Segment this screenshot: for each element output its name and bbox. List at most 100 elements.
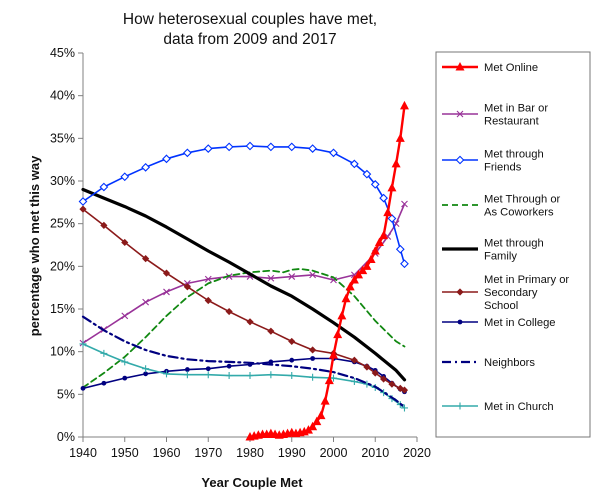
data-point xyxy=(396,384,404,392)
y-tick-label: 30% xyxy=(50,174,75,188)
data-point xyxy=(350,356,358,364)
legend-swatch-marker xyxy=(456,402,464,410)
data-point xyxy=(354,269,364,279)
data-point xyxy=(345,281,355,291)
data-point xyxy=(303,425,313,434)
series-0 xyxy=(245,100,409,441)
data-point xyxy=(362,261,372,270)
y-tick-label: 45% xyxy=(50,46,75,60)
data-point xyxy=(287,142,297,152)
data-point xyxy=(341,293,351,303)
data-point xyxy=(163,370,170,378)
data-point xyxy=(379,193,388,203)
series-3 xyxy=(82,268,406,389)
series-line xyxy=(81,315,406,409)
legend-label: Met in Bar or xyxy=(484,103,548,115)
data-point xyxy=(267,327,275,335)
chart-subtitle: data from 2009 and 2017 xyxy=(163,31,336,48)
data-point xyxy=(308,421,318,431)
data-point xyxy=(268,359,274,365)
data-point xyxy=(379,230,389,240)
data-point xyxy=(363,363,371,371)
data-point xyxy=(387,182,397,192)
data-point xyxy=(395,244,405,254)
data-point xyxy=(246,318,254,326)
data-point xyxy=(80,385,86,391)
data-point xyxy=(224,142,234,152)
x-tick-label: 2010 xyxy=(361,446,389,460)
y-tick-label: 20% xyxy=(50,259,75,273)
data-point xyxy=(288,273,296,280)
data-point xyxy=(399,100,409,110)
series-7 xyxy=(81,315,406,409)
legend-label: As Coworkers xyxy=(484,207,554,219)
data-point xyxy=(308,144,318,153)
data-point xyxy=(395,133,405,142)
data-point xyxy=(388,380,396,388)
data-point xyxy=(349,159,359,169)
data-point xyxy=(141,162,151,172)
data-point xyxy=(79,340,87,348)
data-point xyxy=(288,372,296,380)
legend-label: Met through xyxy=(484,149,544,161)
data-point xyxy=(121,238,129,247)
series-4 xyxy=(81,187,407,382)
legend-swatch-marker xyxy=(455,62,465,71)
data-point xyxy=(245,141,255,151)
data-point xyxy=(226,363,232,369)
data-point xyxy=(100,221,108,229)
legend-entry-6: Met in College xyxy=(442,317,556,329)
data-point xyxy=(349,274,359,284)
y-tick-label: 10% xyxy=(50,345,75,359)
legend-label: Family xyxy=(484,251,517,263)
data-point xyxy=(79,205,87,213)
data-point xyxy=(100,349,108,357)
legend-label: Met in Primary or xyxy=(484,274,569,286)
data-point xyxy=(309,373,317,381)
data-point xyxy=(162,154,171,164)
data-point xyxy=(183,283,191,291)
legend-swatch-marker xyxy=(456,288,464,296)
data-point xyxy=(370,180,380,189)
data-point xyxy=(330,374,337,382)
legend-label: Friends xyxy=(484,162,522,174)
axes: 0% 5% 10% 15% 20% 25% 30% 35% 40% 45% 1940 1950 1960… xyxy=(50,46,431,460)
legend-swatch-marker xyxy=(456,110,464,118)
data-point xyxy=(324,375,334,385)
legend-label: School xyxy=(484,300,518,312)
data-point xyxy=(121,312,129,320)
data-point xyxy=(266,142,276,152)
data-point xyxy=(184,367,190,372)
data-point xyxy=(400,259,409,269)
series-2 xyxy=(78,141,409,269)
data-point xyxy=(370,245,380,255)
data-point xyxy=(374,237,384,246)
data-point xyxy=(391,158,401,168)
data-point xyxy=(163,288,170,296)
data-point xyxy=(288,337,296,346)
data-point xyxy=(246,372,254,380)
y-tick-label: 5% xyxy=(57,387,75,401)
legend-label: Secondary xyxy=(484,287,538,299)
x-tick-label: 1960 xyxy=(153,446,181,460)
data-point xyxy=(371,369,379,377)
x-axis-title: Year Couple Met xyxy=(201,475,303,490)
series-line xyxy=(81,187,407,382)
data-point xyxy=(142,365,150,373)
data-point xyxy=(203,144,213,153)
legend-swatch-marker xyxy=(457,319,463,325)
data-point xyxy=(225,307,233,316)
data-point xyxy=(387,214,397,223)
data-point xyxy=(320,396,330,405)
x-tick-label: 1940 xyxy=(69,446,97,460)
x-tick-label: 2000 xyxy=(320,446,348,460)
x-tick-label: 1950 xyxy=(111,446,139,460)
y-tick-label: 40% xyxy=(50,89,75,103)
